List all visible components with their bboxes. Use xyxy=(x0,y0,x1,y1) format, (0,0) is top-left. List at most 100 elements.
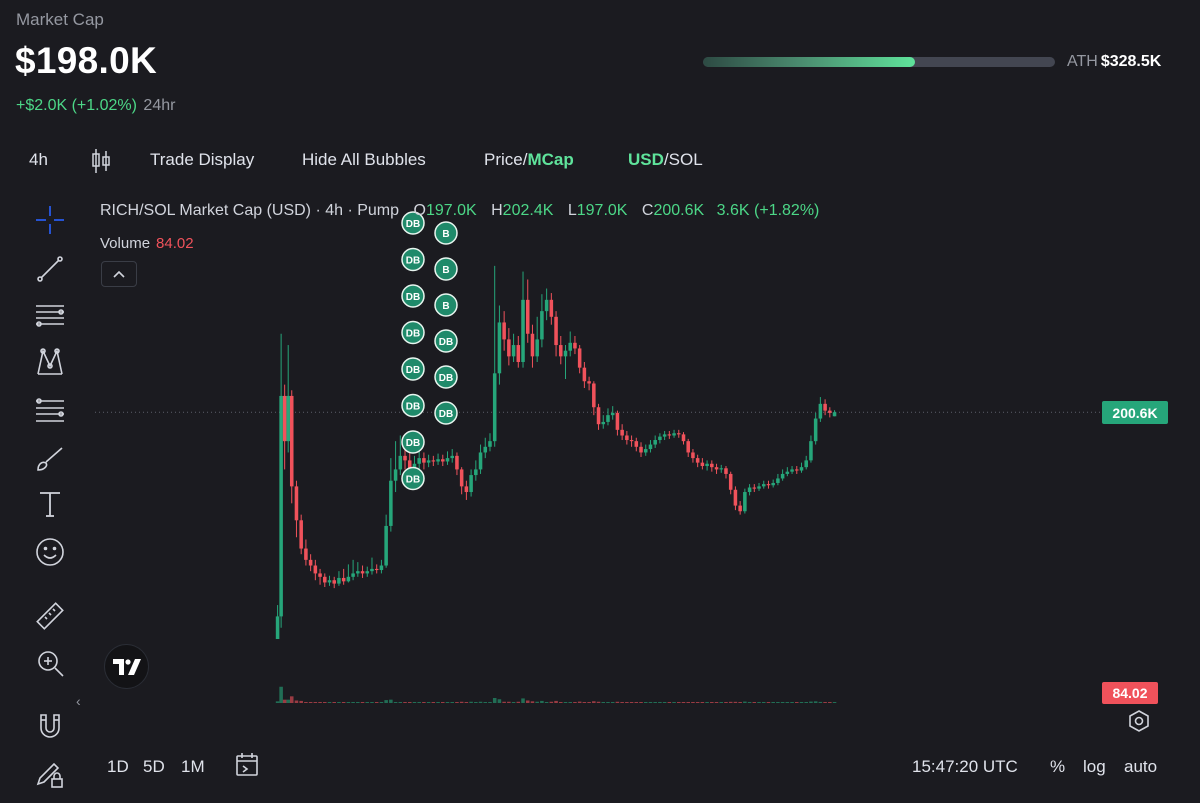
legend-collapse-button[interactable] xyxy=(101,261,137,287)
ath-progress-fill xyxy=(703,57,916,67)
ruler-icon[interactable] xyxy=(32,598,68,634)
high-value: 202.4K xyxy=(502,202,554,219)
candlestick-icon[interactable] xyxy=(91,147,111,175)
currency-toggle[interactable]: USD/SOL xyxy=(628,150,703,170)
candle-body xyxy=(286,395,290,442)
volume-bar xyxy=(393,702,398,703)
sidebar-collapse-icon[interactable]: ‹ xyxy=(76,693,81,709)
volume-bar xyxy=(695,702,700,703)
candle-body xyxy=(752,487,757,489)
candle-body xyxy=(629,440,634,442)
candle-body xyxy=(535,339,539,357)
volume-bar xyxy=(450,702,454,703)
interval-button[interactable]: 4h xyxy=(29,150,48,169)
candle-body xyxy=(601,421,606,425)
volume-bar xyxy=(323,702,327,703)
volume-bar xyxy=(691,702,695,703)
candle-body xyxy=(450,455,454,459)
hide-bubbles-button[interactable]: Hide All Bubbles xyxy=(302,150,426,169)
ath-progress-bar xyxy=(703,57,1055,67)
tradingview-logo[interactable] xyxy=(104,644,149,689)
candle-body xyxy=(318,573,322,577)
volume-bar xyxy=(360,702,365,703)
candle-body xyxy=(502,322,506,340)
candle-body xyxy=(785,471,790,474)
fib-retracement-icon[interactable] xyxy=(32,392,68,428)
candle-body xyxy=(634,441,639,447)
trade-bubble xyxy=(401,211,425,235)
market-cap-chart[interactable]: 360.0K320.0K280.0K240.0K200.0K160.0K120.… xyxy=(95,190,1100,705)
emoji-icon[interactable] xyxy=(32,534,68,570)
candle-body xyxy=(403,455,407,461)
toggle-separator: / xyxy=(522,150,528,169)
candle-body xyxy=(823,403,827,411)
candle-body xyxy=(667,434,672,436)
candle-body xyxy=(761,484,766,487)
brush-icon[interactable] xyxy=(32,440,68,476)
range-1d-button[interactable]: 1D xyxy=(107,757,129,776)
open-label: O xyxy=(413,202,426,219)
ohlc-legend: RICH/SOL Market Cap (USD) · 4h · Pump O1… xyxy=(100,202,819,220)
crosshair-icon[interactable] xyxy=(32,202,68,238)
magnet-icon[interactable] xyxy=(32,708,68,744)
horizontal-lines-icon[interactable] xyxy=(32,297,68,333)
auto-scale-button[interactable]: auto xyxy=(1124,757,1158,776)
lock-drawing-icon[interactable] xyxy=(32,756,68,792)
volume-bar xyxy=(279,686,283,703)
volume-bar xyxy=(809,701,813,703)
candle-body xyxy=(728,473,733,490)
volume-bar xyxy=(747,702,752,703)
text-tool-icon[interactable] xyxy=(32,486,68,522)
volume-bar xyxy=(370,702,374,703)
mcap-option: MCap xyxy=(527,150,574,169)
candle-body xyxy=(275,616,280,639)
range-1m-button[interactable]: 1M xyxy=(181,757,205,776)
candle-body xyxy=(795,469,799,471)
trade-bubble-label: DB xyxy=(406,365,420,376)
price-mcap-toggle[interactable]: Price/MCap xyxy=(484,150,574,170)
ath-label: ATH xyxy=(1067,53,1098,70)
pattern-icon[interactable] xyxy=(32,344,68,380)
candle-body xyxy=(799,467,804,471)
price-option: Price xyxy=(484,150,523,169)
trend-line-icon[interactable] xyxy=(32,251,68,287)
volume-legend: Volume 84.02 xyxy=(100,235,194,252)
candle-body xyxy=(554,316,558,346)
percent-scale-button[interactable]: % xyxy=(1050,757,1066,776)
volume-bar xyxy=(681,702,686,703)
candle-body xyxy=(492,373,497,442)
zoom-in-icon[interactable] xyxy=(32,645,68,681)
volume-bar xyxy=(412,702,417,703)
volume-bar xyxy=(398,702,403,703)
candle-body xyxy=(337,577,341,584)
volume-bar xyxy=(677,702,681,703)
trade-display-button[interactable]: Trade Display xyxy=(150,150,255,169)
trade-bubble-label: DB xyxy=(406,329,420,340)
volume-bar xyxy=(286,699,290,703)
candle-body xyxy=(828,410,832,413)
candle-body xyxy=(662,434,667,437)
trade-bubble-label: DB xyxy=(406,219,420,230)
settings-icon[interactable] xyxy=(1127,709,1151,733)
volume-value: 84.02 xyxy=(156,235,194,252)
volume-bar xyxy=(804,702,808,703)
candle-body xyxy=(384,525,388,566)
calendar-goto-icon[interactable] xyxy=(233,751,261,779)
low-label: L xyxy=(567,202,577,219)
candle-body xyxy=(445,458,450,462)
candle-body xyxy=(573,342,577,349)
log-scale-button[interactable]: log xyxy=(1083,757,1106,776)
volume-bar xyxy=(422,702,426,703)
candle-body xyxy=(356,571,360,574)
volume-bar xyxy=(705,702,709,703)
candle-body xyxy=(747,487,752,493)
bottom-toolbar: 1D 5D 1M 15:47:20 UTC % log auto xyxy=(0,745,1200,790)
volume-bar xyxy=(337,702,341,703)
trade-bubble-label: DB xyxy=(406,256,420,267)
volume-bar xyxy=(426,702,431,703)
candle-body xyxy=(389,480,393,526)
range-5d-button[interactable]: 5D xyxy=(143,757,165,776)
volume-bar xyxy=(719,702,724,703)
market-cap-change: +$2.0K (+1.02%) 24hr xyxy=(16,97,175,115)
volume-bar xyxy=(554,700,558,703)
